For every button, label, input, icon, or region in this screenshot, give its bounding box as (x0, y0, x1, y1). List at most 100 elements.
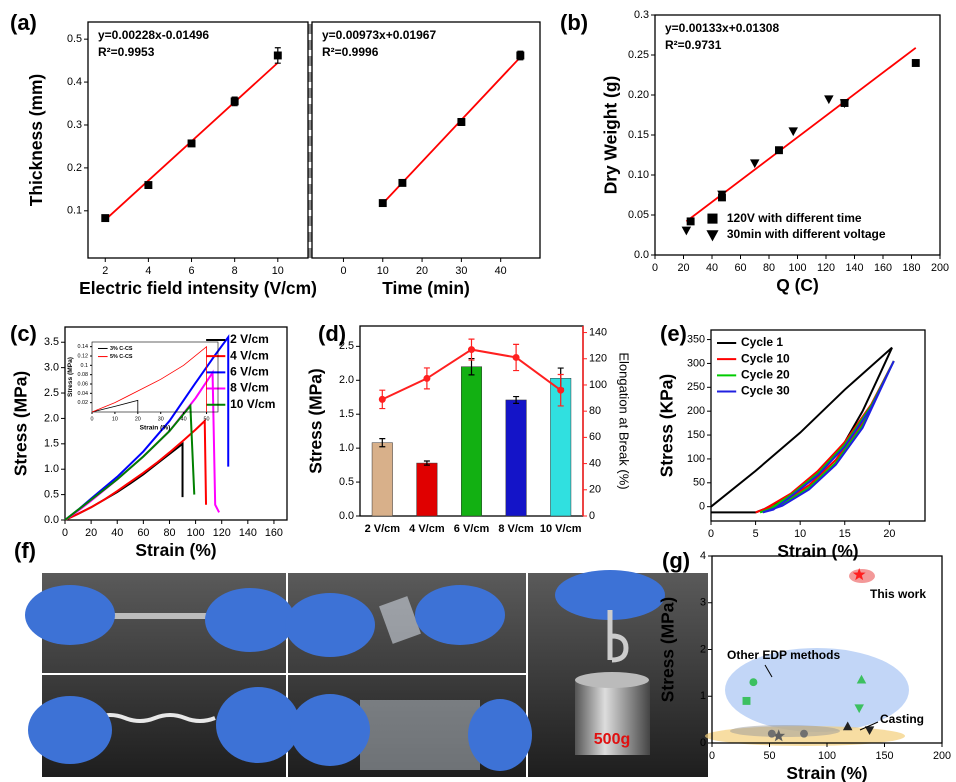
x-tick-label: 10 (112, 416, 118, 422)
legend-label: Cycle 30 (741, 384, 790, 398)
data-point (516, 51, 525, 60)
legend-label: 2 V/cm (230, 332, 269, 346)
y-axis-label: Stress (MPa) (67, 357, 74, 397)
data-point (686, 217, 695, 226)
x-tick-label: 20 (135, 416, 141, 422)
fit-equation: y=0.00973x+0.01967 (322, 28, 436, 42)
data-point (144, 181, 153, 190)
x-tick-label: 50 (763, 750, 775, 762)
data-point (378, 395, 386, 403)
x-tick-label: 30 (158, 416, 164, 422)
x-tick-label: 10 (272, 265, 284, 277)
y-axis-label: Stress (MPa) (10, 371, 30, 476)
twisted-film (94, 713, 216, 723)
y-tick-label: 2 (700, 643, 706, 655)
y-tick-label: 3 (700, 597, 706, 609)
data-point (852, 567, 866, 581)
data-point (423, 374, 431, 382)
y-tick-label: 2.0 (339, 374, 354, 386)
y-tick-label: 350 (687, 333, 705, 345)
glove (28, 696, 112, 764)
y-tick-label: 0.5 (44, 488, 59, 500)
weight-top (575, 672, 649, 688)
bar (416, 462, 438, 517)
legend-label: 4 V/cm (230, 348, 269, 362)
panel-label: (f) (14, 538, 36, 563)
data-point (398, 178, 407, 187)
data-point (457, 118, 466, 126)
x-axis-label: Time (min) (382, 278, 470, 298)
data-point (742, 696, 751, 705)
plot-frame (64, 326, 288, 521)
y-tick-label: 150 (687, 429, 705, 441)
y-tick-label: 200 (687, 405, 705, 417)
error-bar (379, 438, 386, 448)
x-tick-label: 0 (708, 528, 714, 540)
panel-label: (b) (560, 10, 588, 35)
region-edp (725, 648, 909, 732)
x-axis-label: Strain (%) (777, 541, 858, 561)
weight-label: 500g (594, 731, 630, 748)
y-axis-label: Stress (MPa) (657, 597, 677, 702)
fit-r-squared: R²=0.9996 (322, 45, 379, 59)
y-tick-label: 0 (699, 501, 705, 513)
y-tick-label: 0.0 (44, 514, 59, 526)
data-point (101, 214, 110, 223)
y-tick-label: 3.0 (44, 361, 59, 373)
y-tick-label: 100 (687, 453, 705, 465)
legend-swatch (706, 230, 719, 242)
y-tick-label: 0 (700, 737, 706, 749)
x-tick-label: 180 (902, 262, 920, 274)
series-line (91, 399, 139, 413)
data-point (378, 199, 387, 208)
legend-label: 30min with different voltage (727, 227, 886, 241)
data-point (788, 127, 798, 137)
panel-label: (g) (662, 548, 690, 573)
glove (555, 570, 665, 620)
legend-label: Cycle 1 (741, 335, 783, 349)
data-point (717, 190, 727, 200)
y-tick-label: 0.12 (78, 353, 89, 359)
x-tick-label: 10 V/cm (540, 523, 582, 535)
y-tick-label: 0.0 (339, 510, 354, 522)
legend-label: 5% C-CS (110, 354, 133, 360)
y-tick-label: 0.0 (634, 249, 649, 261)
x-tick-label: 40 (181, 416, 187, 422)
x-tick-label: 2 V/cm (365, 523, 401, 535)
y2-tick-label: 140 (589, 326, 607, 338)
data-point (854, 704, 864, 714)
x-tick-label: 40 (706, 262, 718, 274)
error-bar (423, 460, 430, 466)
data-point (911, 59, 920, 67)
y-tick-label: 0.5 (67, 33, 82, 45)
x-tick-label: 6 V/cm (454, 523, 490, 535)
x-axis-label: Q (C) (776, 275, 819, 295)
y-tick-label: 0.5 (339, 476, 354, 488)
y2-tick-label: 120 (589, 353, 607, 365)
glove (25, 585, 115, 645)
y-tick-label: 0.15 (628, 129, 649, 141)
x-tick-label: 40 (495, 265, 507, 277)
x-tick-label: 200 (933, 750, 951, 762)
x-tick-label: 150 (875, 750, 893, 762)
y2-tick-label: 40 (589, 457, 601, 469)
x-axis-label: Strain (%) (135, 540, 216, 560)
x-tick-label: 60 (734, 262, 746, 274)
y-tick-label: 0.05 (628, 209, 649, 221)
film (360, 700, 480, 770)
x-tick-label: 20 (416, 265, 428, 277)
panel-label: (d) (318, 321, 346, 346)
y2-tick-label: 0 (589, 510, 595, 522)
plot-frame (710, 329, 926, 522)
x-tick-label: 6 (189, 265, 195, 277)
bar (460, 366, 483, 517)
y-tick-label: 3.5 (44, 336, 59, 348)
x-axis-label: Electric field intensity (V/cm) (79, 278, 317, 298)
fit-equation: y=0.00228x-0.01496 (98, 28, 209, 42)
data-point (749, 159, 760, 169)
glove (216, 687, 300, 763)
x-axis-label: Strain (%) (140, 424, 171, 431)
bar (505, 399, 527, 517)
x-tick-label: 8 V/cm (498, 523, 534, 535)
